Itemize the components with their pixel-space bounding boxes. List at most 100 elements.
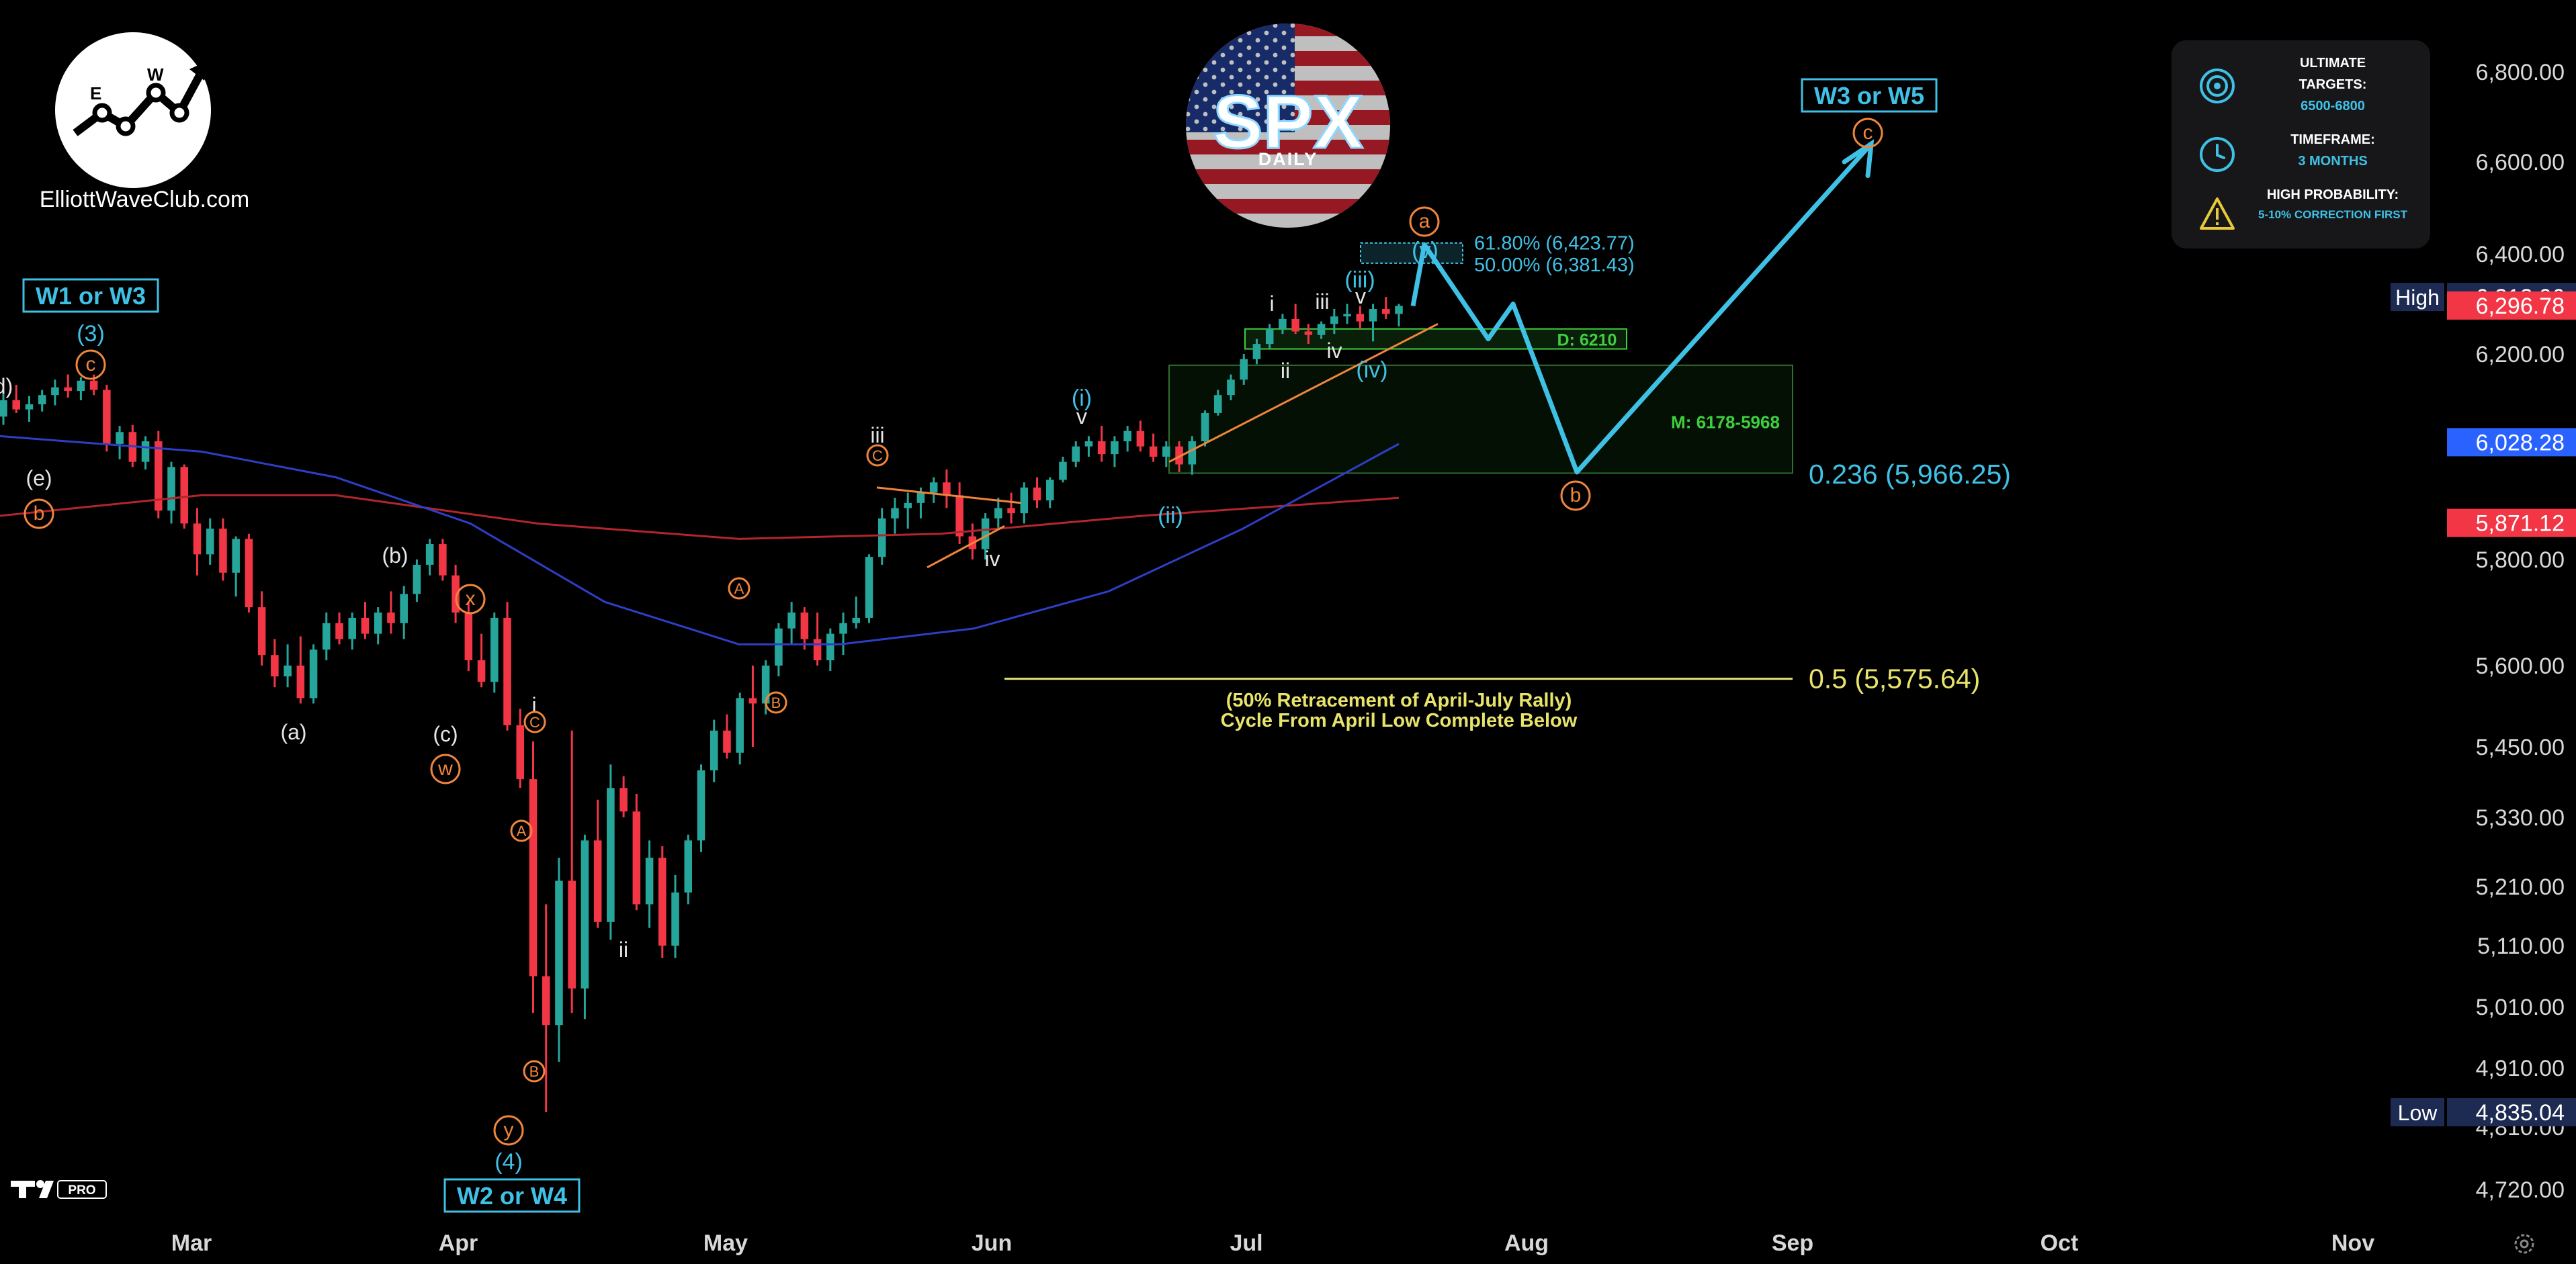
candle-body xyxy=(1252,344,1261,359)
candle-body xyxy=(296,666,305,698)
candle-body xyxy=(839,623,847,634)
retracement-note-line2: Cycle From April Low Complete Below xyxy=(1221,710,1578,731)
candle-body xyxy=(1097,441,1106,455)
candle-body xyxy=(1369,308,1377,322)
wave-label-circle xyxy=(1852,118,1883,148)
wave-label-circle xyxy=(455,584,486,615)
price-badge-tag xyxy=(2391,283,2444,312)
price-tick: 5,210.00 xyxy=(2476,874,2565,900)
price-tick: 4,910.00 xyxy=(2476,1056,2565,1081)
price-badge-value: 6,296.78 xyxy=(2476,294,2565,319)
target-icon xyxy=(2200,69,2235,103)
logo-letter-w: W xyxy=(147,64,164,85)
candle-body xyxy=(955,495,963,537)
settings-gear-icon[interactable] xyxy=(2509,1229,2539,1259)
wave-label: iii xyxy=(1315,289,1329,314)
candle-body xyxy=(645,858,654,905)
candle-body xyxy=(1279,318,1287,329)
month-label-sep: Sep xyxy=(1772,1230,1813,1256)
candle-body xyxy=(1265,328,1274,345)
candle-body xyxy=(64,387,72,392)
fib-0236-label: 0.236 (5,966.25) xyxy=(1809,459,2011,490)
wave-label-circle xyxy=(1560,480,1591,511)
wave-label: A xyxy=(734,580,744,597)
candle-body xyxy=(1111,441,1119,455)
projection-path xyxy=(1410,142,1873,475)
wave-label: x xyxy=(466,588,476,610)
probability-value: 5-10% CORRECTION FIRST xyxy=(2258,208,2407,221)
month-label-oct: Oct xyxy=(2041,1230,2079,1256)
candle-body xyxy=(1343,314,1351,317)
candle-body xyxy=(1162,446,1170,457)
candle-body xyxy=(684,840,693,893)
candle-body xyxy=(943,482,951,496)
candle-body xyxy=(800,613,809,639)
d-zone-label: D: 6210 xyxy=(1557,331,1617,350)
candle-body xyxy=(116,432,124,444)
candle-body xyxy=(1020,487,1029,514)
candle-body xyxy=(529,779,538,977)
wave-label: C xyxy=(872,447,883,464)
candle-body xyxy=(38,395,46,404)
candle-body xyxy=(748,698,757,704)
candle-body xyxy=(761,666,770,704)
candle-body xyxy=(994,508,1002,518)
candle-body xyxy=(1201,412,1209,442)
candle-body xyxy=(374,613,382,634)
wave-label: (c) xyxy=(433,722,458,746)
month-label-aug: Aug xyxy=(1504,1230,1549,1256)
wave-label: B xyxy=(771,694,781,711)
candle-body xyxy=(1330,316,1338,324)
wave-label-circle xyxy=(765,691,787,714)
wave-label: c xyxy=(86,353,96,375)
candle-body xyxy=(271,655,279,677)
badge-subtitle: DAILY xyxy=(1258,149,1318,169)
candle-body xyxy=(1240,359,1248,380)
candle-body xyxy=(400,594,408,623)
price-badge-tag xyxy=(2391,1097,2444,1126)
candle-body xyxy=(787,613,796,629)
candle-body xyxy=(284,666,292,677)
candle-body xyxy=(335,623,343,639)
spx-daily-badge: SPX DAILY xyxy=(1186,24,1390,228)
candle-body xyxy=(155,441,163,511)
candle-body xyxy=(1175,446,1183,465)
candle-body xyxy=(671,892,679,946)
candle-body xyxy=(1213,395,1222,413)
candle-body xyxy=(632,811,641,905)
wave-label: w xyxy=(437,758,453,780)
wave-box-frame xyxy=(1801,78,1938,113)
wave-label: (ii) xyxy=(1158,503,1183,529)
wedge-lower-line xyxy=(1168,322,1439,463)
wave-label: i xyxy=(531,693,536,717)
candle-body xyxy=(387,613,395,623)
wave-label-circle xyxy=(510,819,533,842)
fib-500-label: 50.00% (6,381.43) xyxy=(1474,255,1635,276)
month-label-apr: Apr xyxy=(439,1230,478,1256)
candle-body xyxy=(981,518,990,549)
candle-body xyxy=(477,660,486,682)
price-tick: 5,330.00 xyxy=(2476,805,2565,831)
projection-arrowhead xyxy=(1842,139,1875,179)
wave-label: A xyxy=(517,823,527,840)
wave-box-label: W3 or W5 xyxy=(1814,82,1924,109)
month-label-may: May xyxy=(703,1230,748,1256)
wave-label: (b) xyxy=(382,543,408,568)
candle-body xyxy=(1395,306,1403,314)
candle-body xyxy=(77,380,85,392)
month-label-nov: Nov xyxy=(2331,1230,2374,1256)
month-label-jun: Jun xyxy=(972,1230,1012,1256)
candle-body xyxy=(309,649,318,698)
candle-body xyxy=(813,639,822,661)
candle-body xyxy=(1227,379,1235,396)
wave-label-circle xyxy=(523,711,546,733)
site-name: ElliottWaveClub.com xyxy=(39,187,250,212)
candle-body xyxy=(568,881,576,989)
candle-body xyxy=(245,539,253,608)
fib-target-box xyxy=(1360,242,1463,264)
wave-label: (a) xyxy=(280,720,306,744)
price-badge-value: 6,028.28 xyxy=(2476,430,2565,455)
wave-label-circle xyxy=(493,1115,524,1146)
